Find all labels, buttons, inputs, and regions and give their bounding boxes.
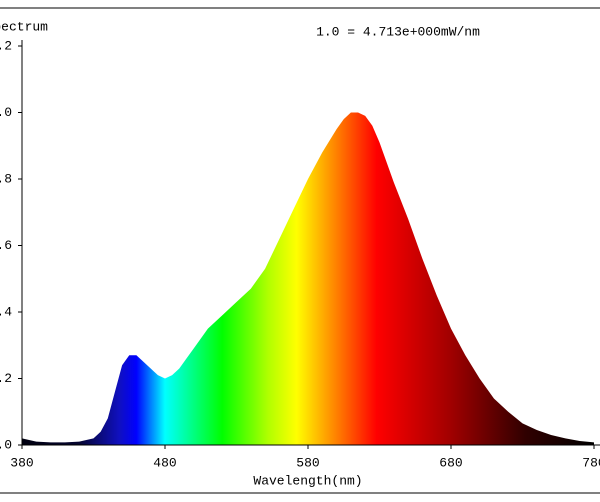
x-tick-label: 680 [439,455,462,470]
x-tick-label: 480 [153,455,176,470]
x-tick-label: 580 [296,455,319,470]
y-tick-label: 1.0 [0,105,12,120]
y-tick-label: 0.8 [0,171,12,186]
y-tick-label: 0.4 [0,304,12,319]
spectrum-area [22,112,594,445]
x-tick-label: 380 [10,455,33,470]
annotation: 1.0 = 4.713e+000mW/nm [316,24,480,39]
y-tick-label: 0.0 [0,437,12,452]
x-tick-label: 780 [582,455,600,470]
y-tick-label: 1.2 [0,38,12,53]
x-axis-label: Wavelength(nm) [253,473,362,488]
y-tick-label: 0.6 [0,238,12,253]
chart-title: Spectrum [0,19,48,34]
y-tick-label: 0.2 [0,371,12,386]
